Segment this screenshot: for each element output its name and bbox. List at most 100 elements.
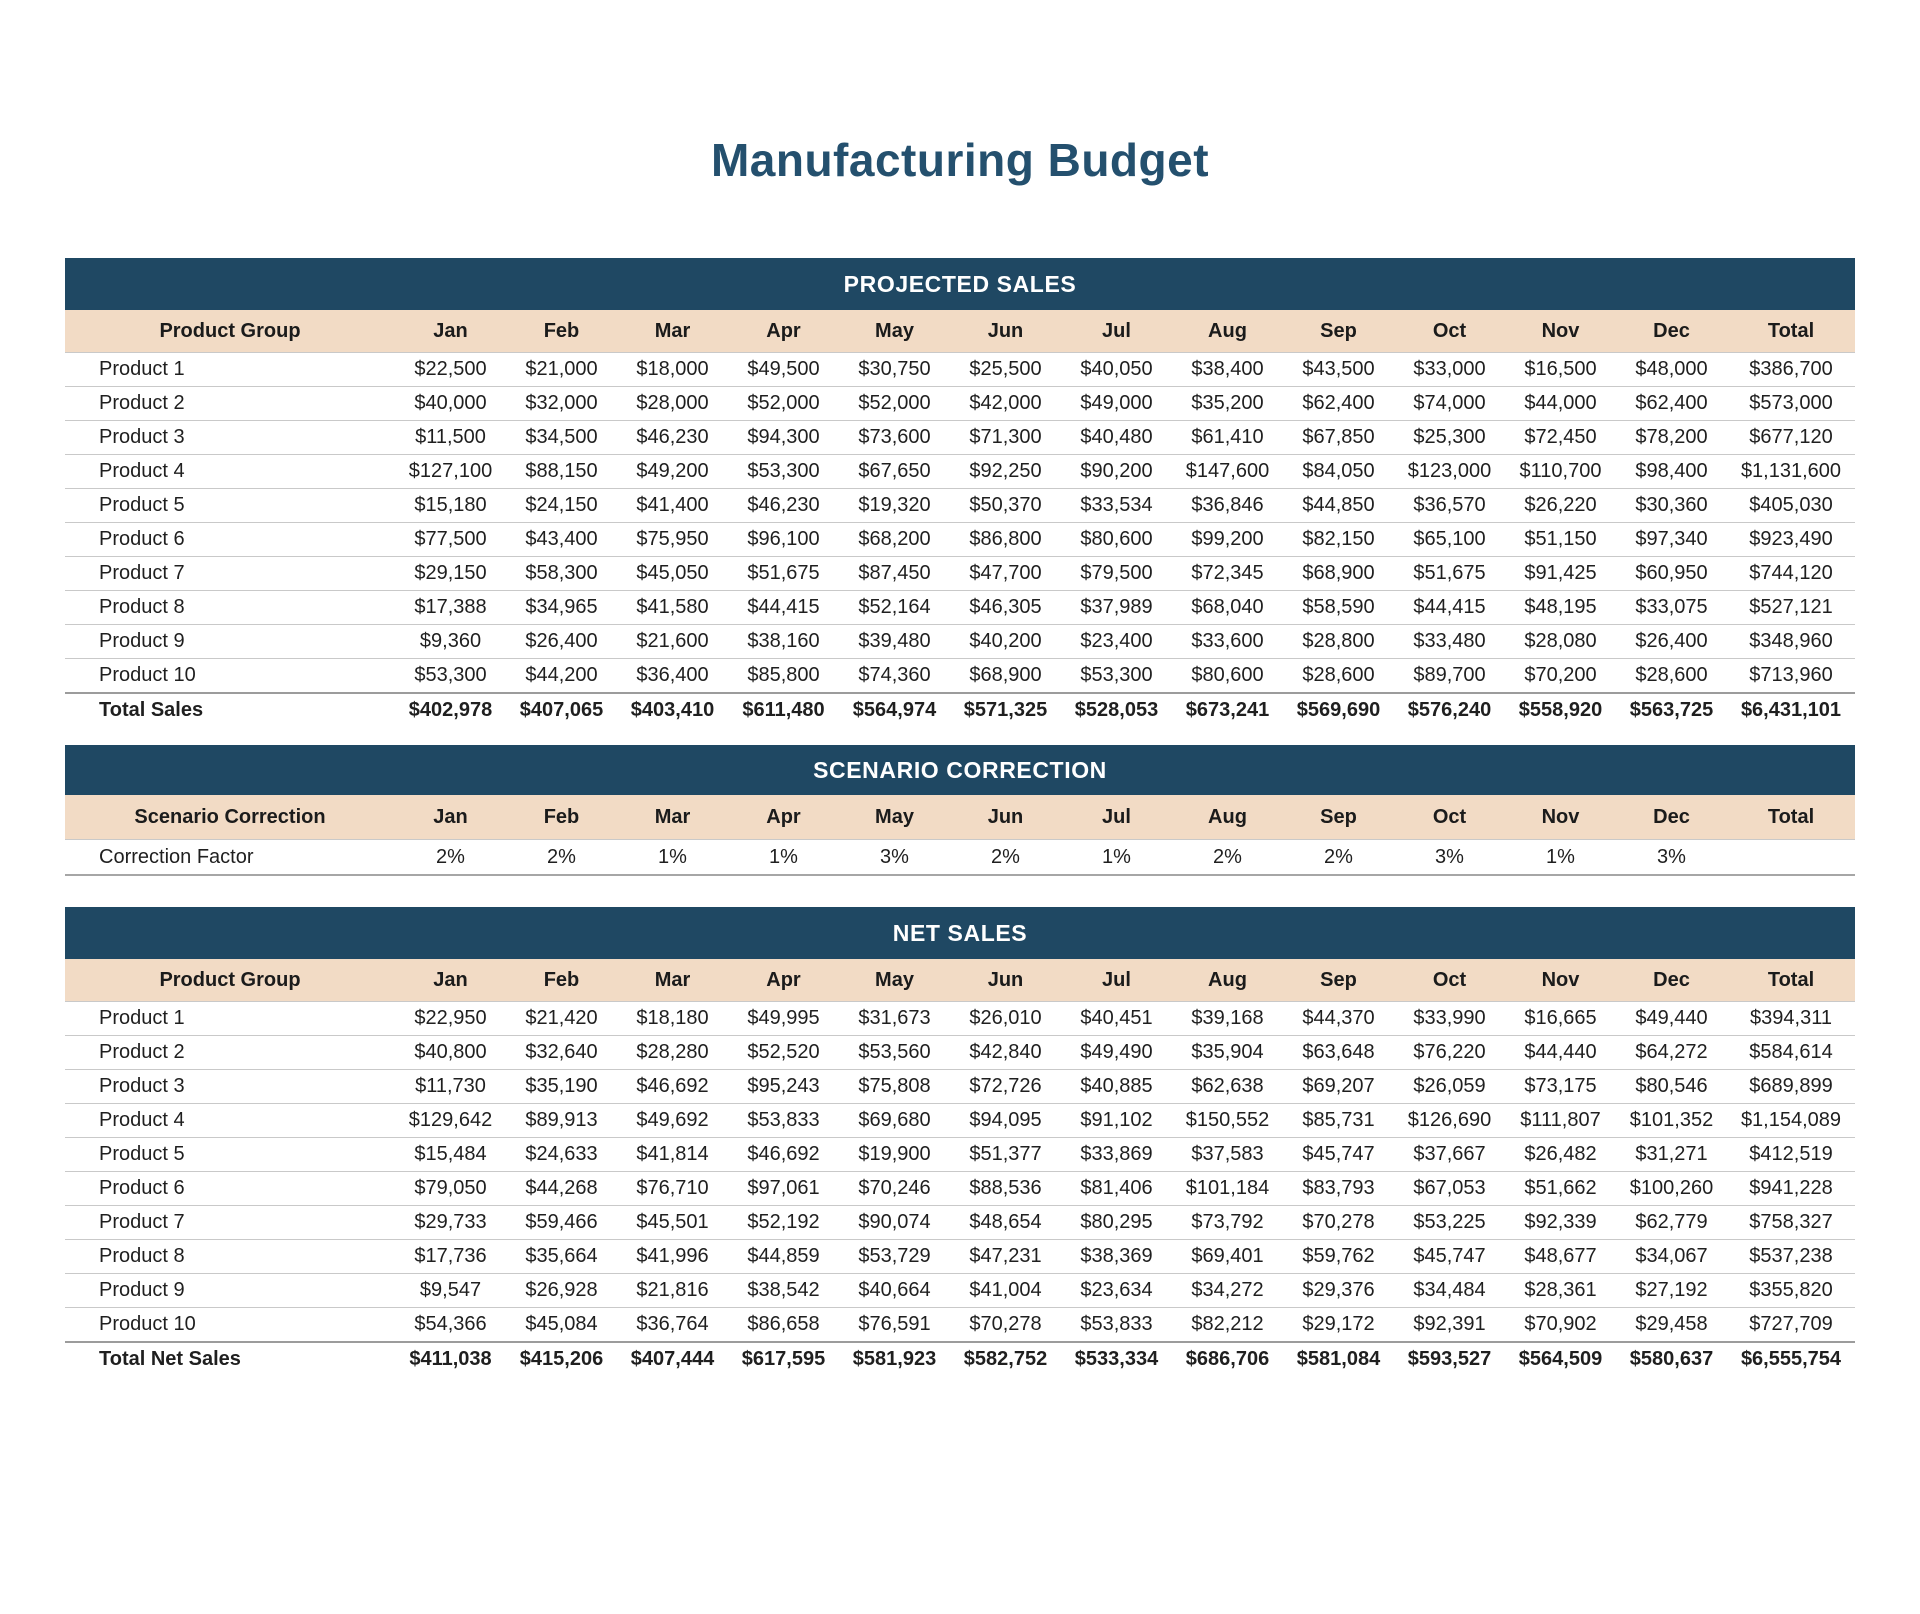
row-label: Total Net Sales <box>65 1341 395 1375</box>
cell: $39,168 <box>1172 1001 1283 1036</box>
row-label: Product 2 <box>65 386 395 421</box>
cell: $82,212 <box>1172 1307 1283 1343</box>
cell: $68,900 <box>950 658 1061 694</box>
cell: $34,965 <box>506 590 617 625</box>
column-header: Feb <box>506 795 617 840</box>
row-label: Product 5 <box>65 488 395 523</box>
cell: $78,200 <box>1616 420 1727 455</box>
cell: $35,200 <box>1172 386 1283 421</box>
cell: $127,100 <box>395 454 506 489</box>
cell: $33,000 <box>1394 352 1505 387</box>
cell: $49,000 <box>1061 386 1172 421</box>
column-header-row: Product Group Jan Feb Mar Apr May Jun Jul Aug Sep… <box>65 959 1855 1002</box>
column-header: May <box>839 795 950 840</box>
cell: $16,665 <box>1505 1001 1616 1036</box>
cell: $36,764 <box>617 1307 728 1343</box>
cell: $17,388 <box>395 590 506 625</box>
cell: $59,466 <box>506 1205 617 1240</box>
cell: $69,680 <box>839 1103 950 1138</box>
cell: $110,700 <box>1505 454 1616 489</box>
cell: $571,325 <box>950 692 1061 726</box>
cell: $33,480 <box>1394 624 1505 659</box>
cell: $403,410 <box>617 692 728 726</box>
cell: $19,900 <box>839 1137 950 1172</box>
cell: $65,100 <box>1394 522 1505 557</box>
cell: $68,900 <box>1283 556 1394 591</box>
cell: $62,400 <box>1616 386 1727 421</box>
cell: $42,000 <box>950 386 1061 421</box>
cell: $573,000 <box>1727 386 1855 421</box>
projected-sales-table: Product Group Jan Feb Mar Apr May Jun Jul Aug Sep… <box>65 310 1855 726</box>
cell: 3% <box>1616 839 1727 876</box>
cell: 3% <box>1394 839 1505 876</box>
cell: $30,360 <box>1616 488 1727 523</box>
column-header: Sep <box>1283 959 1394 1002</box>
cell: $97,061 <box>728 1171 839 1206</box>
column-header: Dec <box>1616 959 1727 1002</box>
cell: $48,654 <box>950 1205 1061 1240</box>
cell: $72,345 <box>1172 556 1283 591</box>
cell: $564,509 <box>1505 1341 1616 1375</box>
cell: $41,996 <box>617 1239 728 1274</box>
cell: $744,120 <box>1727 556 1855 591</box>
cell: $411,038 <box>395 1341 506 1375</box>
cell: $33,075 <box>1616 590 1727 625</box>
cell: $18,180 <box>617 1001 728 1036</box>
cell: $1,154,089 <box>1727 1103 1855 1138</box>
cell: $49,995 <box>728 1001 839 1036</box>
cell: $83,793 <box>1283 1171 1394 1206</box>
cell: $85,731 <box>1283 1103 1394 1138</box>
cell: $923,490 <box>1727 522 1855 557</box>
cell <box>1727 839 1855 876</box>
column-header: Oct <box>1394 959 1505 1002</box>
cell: $727,709 <box>1727 1307 1855 1343</box>
column-header: Jan <box>395 795 506 840</box>
cell: $26,220 <box>1505 488 1616 523</box>
net-sales-section: NET SALES Product Group Jan Feb Mar Apr May Ju… <box>65 907 1855 1375</box>
cell: $53,300 <box>728 454 839 489</box>
cell: $95,243 <box>728 1069 839 1104</box>
cell: $88,536 <box>950 1171 1061 1206</box>
cell: $70,278 <box>1283 1205 1394 1240</box>
cell: $22,500 <box>395 352 506 387</box>
table-row: Product 7 $29,733 $59,466 $45,501 $52,192 $90… <box>65 1205 1855 1240</box>
cell: $38,160 <box>728 624 839 659</box>
cell: $45,747 <box>1394 1239 1505 1274</box>
cell: $15,180 <box>395 488 506 523</box>
cell: $87,450 <box>839 556 950 591</box>
row-label: Product 10 <box>65 658 395 694</box>
cell: $38,400 <box>1172 352 1283 387</box>
cell: $36,570 <box>1394 488 1505 523</box>
cell: $31,271 <box>1616 1137 1727 1172</box>
cell: $348,960 <box>1727 624 1855 659</box>
cell: $51,377 <box>950 1137 1061 1172</box>
cell: $415,206 <box>506 1341 617 1375</box>
cell: $44,415 <box>1394 590 1505 625</box>
cell: $40,480 <box>1061 420 1172 455</box>
cell: 3% <box>839 839 950 876</box>
cell: $40,664 <box>839 1273 950 1308</box>
cell: $111,807 <box>1505 1103 1616 1138</box>
column-header: Dec <box>1616 795 1727 840</box>
table-row: Product 10 $54,366 $45,084 $36,764 $86,658 $7… <box>65 1307 1855 1343</box>
cell: $673,241 <box>1172 692 1283 726</box>
row-label: Product 9 <box>65 624 395 659</box>
column-header: Apr <box>728 310 839 353</box>
table-row: Product 6 $79,050 $44,268 $76,710 $97,061 $70… <box>65 1171 1855 1206</box>
cell: $28,600 <box>1283 658 1394 694</box>
table-row: Product 10 $53,300 $44,200 $36,400 $85,800 $7… <box>65 658 1855 694</box>
cell: $129,642 <box>395 1103 506 1138</box>
cell: $46,230 <box>728 488 839 523</box>
cell: $81,406 <box>1061 1171 1172 1206</box>
row-label: Correction Factor <box>65 839 395 876</box>
cell: $941,228 <box>1727 1171 1855 1206</box>
column-header: Feb <box>506 310 617 353</box>
cell: $96,100 <box>728 522 839 557</box>
cell: $28,600 <box>1616 658 1727 694</box>
cell: $405,030 <box>1727 488 1855 523</box>
cell: $80,600 <box>1172 658 1283 694</box>
cell: $44,200 <box>506 658 617 694</box>
cell: $564,974 <box>839 692 950 726</box>
cell: $76,591 <box>839 1307 950 1343</box>
cell: $563,725 <box>1616 692 1727 726</box>
